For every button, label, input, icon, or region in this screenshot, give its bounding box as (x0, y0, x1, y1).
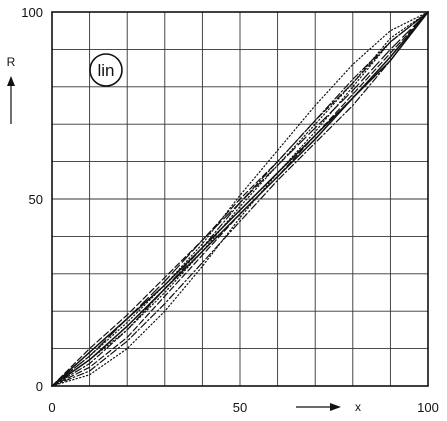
x-tick-label: 50 (233, 400, 247, 415)
series-line-7 (51, 11, 429, 387)
y-axis-arrow-head (7, 76, 15, 86)
series-line-6 (51, 11, 429, 387)
x-axis-label: x (355, 400, 361, 414)
y-axis-label: R (7, 55, 16, 69)
series-line-3 (51, 11, 429, 387)
annotation-badge: lin (89, 53, 123, 87)
annotation-circle (89, 53, 123, 87)
y-tick-label: 100 (21, 5, 43, 20)
series-lines (51, 11, 429, 387)
x-tick-label: 0 (48, 400, 55, 415)
x-axis-label-group: x (296, 400, 361, 414)
tick-labels: 0 50 100 0 50 100 (21, 5, 439, 415)
series-line-8 (51, 11, 429, 387)
series-line-1 (51, 11, 429, 387)
x-tick-label: 100 (417, 400, 439, 415)
y-axis-label-group: R (7, 55, 16, 124)
plot-frame (51, 11, 429, 387)
series-line-4 (51, 11, 429, 387)
series-line-10 (51, 11, 429, 387)
series-line-9 (51, 11, 429, 387)
y-tick-label: 50 (29, 192, 43, 207)
annotation-label: lin (97, 61, 114, 80)
y-tick-label: 0 (36, 379, 43, 394)
x-axis-arrow-head (330, 403, 341, 411)
series-line-5 (51, 11, 429, 387)
